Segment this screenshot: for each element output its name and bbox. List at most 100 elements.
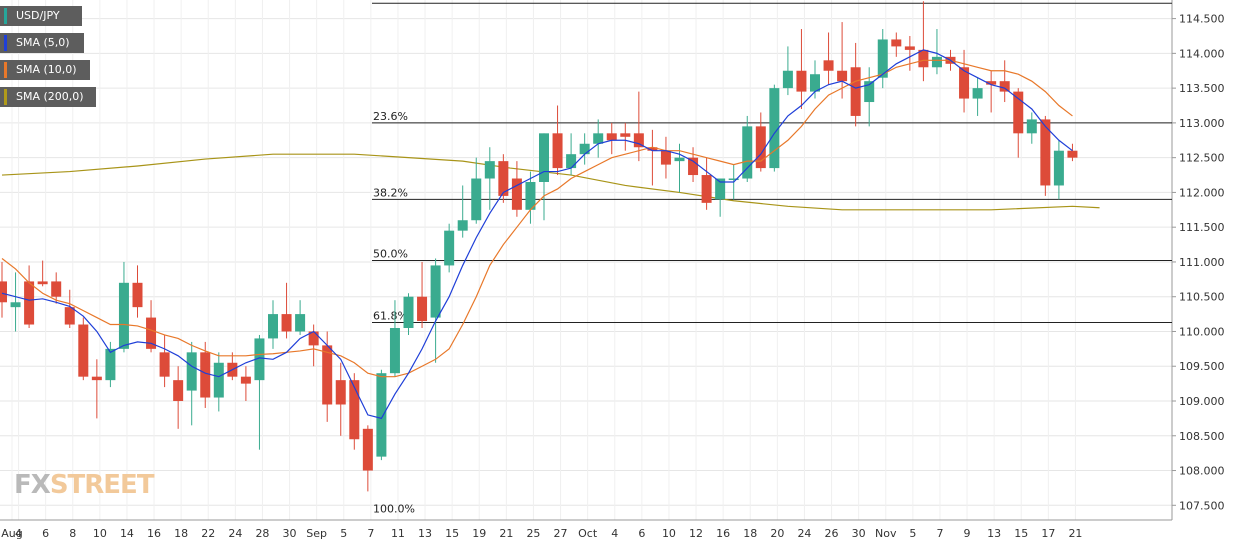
legend-label-sma10: SMA (10,0) [16,63,77,76]
candle-body [105,348,116,381]
fib-level-label: 50.0% [373,248,408,261]
legend-label-usdjpy: USD/JPY [16,9,60,22]
candle-body [430,265,441,318]
candle-body [349,380,360,440]
candle-body [51,281,62,297]
legend-sma200[interactable]: SMA (200,0) [0,87,96,107]
candle-body [972,88,983,99]
y-tick-label: 113.500 [1179,82,1225,95]
candle-body [308,331,319,346]
x-tick-label: 7 [367,527,374,540]
candle-body [37,281,48,285]
legend-sma5[interactable]: SMA (5,0) [0,33,84,53]
legend-swatch-usdjpy [4,8,7,24]
candle-body [146,317,157,349]
candle-body [620,133,631,137]
candle-body [850,67,861,116]
candle-body [10,302,21,308]
x-tick-label: 15 [1014,527,1028,540]
x-tick-label: 16 [147,527,161,540]
candle-body [660,150,671,165]
candle-body [64,307,75,325]
y-tick-label: 109.500 [1179,360,1225,373]
x-tick-label: 24 [228,527,242,540]
candle-body [240,376,251,384]
x-tick-label: 12 [689,527,703,540]
candle-body [837,70,848,82]
y-tick-label: 108.500 [1179,430,1225,443]
candle-body [389,328,400,374]
candle-body [1026,119,1037,134]
legend-usdjpy[interactable]: USD/JPY [0,6,82,26]
candle-body [24,281,35,325]
legend-sma10[interactable]: SMA (10,0) [0,60,90,80]
x-tick-label: 27 [554,527,568,540]
x-tick-label: 28 [255,527,269,540]
candle-body [457,220,468,231]
candle-body [1053,150,1064,186]
candle-body [91,376,102,381]
candle-body [606,133,617,141]
candle-body [132,282,143,308]
x-tick-label: 4 [611,527,618,540]
candle-body [159,352,170,377]
candle-body [1040,119,1051,186]
candle-body [579,143,590,155]
x-tick-label: 30 [283,527,297,540]
candle-body [796,70,807,92]
y-tick-label: 110.000 [1179,325,1225,338]
x-tick-label: Aug [1,527,22,540]
sma200-line [1,153,1100,211]
x-tick-label: 19 [472,527,486,540]
candle-body [444,230,455,266]
x-tick-label: 30 [852,527,866,540]
x-tick-label: 17 [1041,527,1055,540]
candle-body [593,133,604,144]
candle-body [173,380,184,402]
x-tick-label: 15 [445,527,459,540]
candle-body [728,178,739,181]
legend-swatch-sma200 [4,89,7,105]
candle-body [281,314,292,332]
candle-body [701,175,712,203]
candle-body [213,362,224,398]
x-tick-label: 7 [936,527,943,540]
candle-body [498,161,509,196]
x-tick-label: Nov [875,527,897,540]
candle-body [118,282,129,349]
logo-part-street: STREET [49,470,155,500]
candle-body [471,178,482,221]
candle-body [335,380,346,405]
legend-swatch-sma10 [4,62,7,78]
candle-body [959,67,970,99]
fib-level-label: 100.0% [373,503,415,516]
x-tick-label: 21 [1068,527,1082,540]
x-tick-label: 10 [662,527,676,540]
candle-body [633,133,644,148]
candle-body [715,178,726,200]
candle-body [904,46,915,50]
y-tick-label: 107.500 [1179,499,1225,512]
x-tick-label: 5 [909,527,916,540]
candle-body [891,39,902,47]
legend-label-sma200: SMA (200,0) [16,90,84,103]
candle-body [539,133,549,182]
legend-swatch-sma5 [4,35,7,51]
candle-body [755,126,766,169]
candle-body [877,39,888,78]
y-tick-label: 114.000 [1179,47,1225,60]
x-tick-label: 13 [418,527,432,540]
candle-body [403,296,414,329]
x-tick-label: 22 [201,527,215,540]
x-tick-label: 25 [526,527,540,540]
candle-body [362,428,373,471]
candle-body [376,373,387,457]
y-tick-label: 110.500 [1179,291,1225,304]
x-tick-label: 18 [174,527,188,540]
y-tick-label: 112.000 [1179,186,1225,199]
candle-body [511,178,522,210]
y-tick-label: 112.500 [1179,152,1225,165]
x-tick-label: 5 [340,527,347,540]
candle-body [688,157,699,176]
